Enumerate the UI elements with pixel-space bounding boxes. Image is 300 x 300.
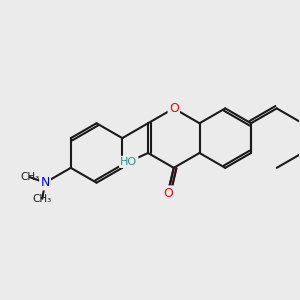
- Text: CH₃: CH₃: [33, 194, 52, 204]
- Text: N: N: [40, 176, 50, 189]
- Text: HO: HO: [120, 157, 137, 167]
- Text: CH₃: CH₃: [20, 172, 39, 182]
- Text: O: O: [163, 187, 173, 200]
- Text: O: O: [169, 102, 179, 115]
